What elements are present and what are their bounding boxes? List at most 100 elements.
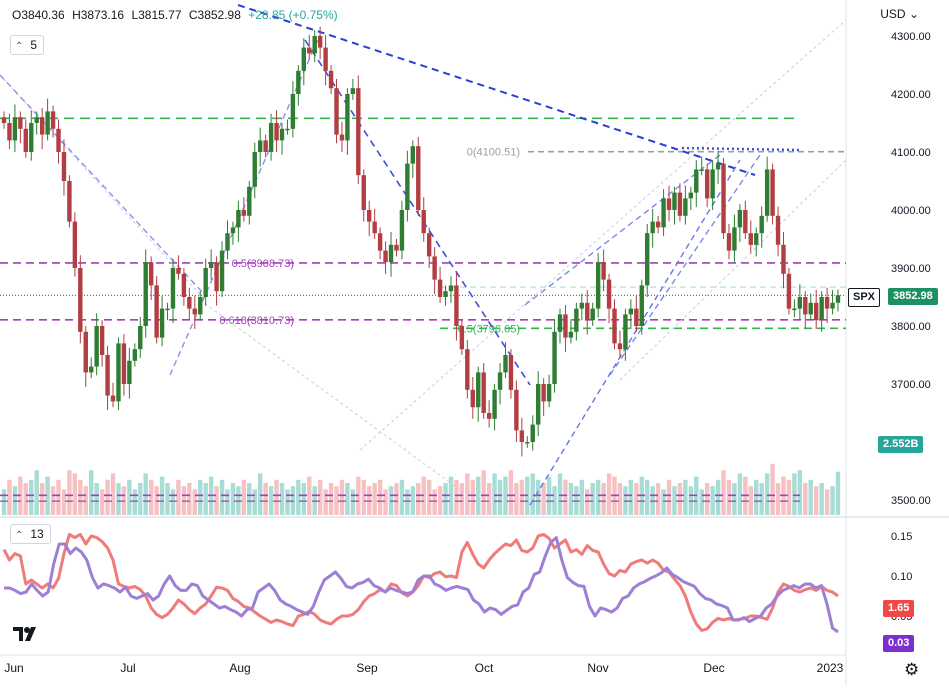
volume-bar [410, 486, 416, 515]
volume-bar [715, 479, 721, 515]
interval-toggle[interactable]: ⌃ 5 [10, 35, 45, 55]
volume-bar [476, 476, 481, 515]
volume-bar [557, 473, 563, 515]
tradingview-logo-icon [13, 627, 36, 641]
indicator-toggle[interactable]: ⌃ 13 [10, 524, 51, 544]
volume-bar [148, 479, 154, 515]
volume-bar [775, 483, 781, 515]
candle-body [835, 295, 841, 303]
candle-body [688, 192, 694, 199]
candle-body [476, 372, 481, 408]
candle-body [748, 233, 753, 245]
volume-bar [34, 470, 39, 515]
volume-bar [514, 483, 519, 515]
candle-body [508, 355, 514, 390]
volume-bar [803, 483, 808, 515]
candle-body [639, 285, 644, 326]
volume-bar [132, 489, 138, 515]
volume-bar [792, 473, 797, 515]
volume-bar [448, 476, 454, 515]
candle-body [12, 117, 18, 141]
volume-bar [268, 486, 274, 515]
candle-body [56, 128, 61, 152]
volume-tag: 2.552B [878, 436, 924, 453]
volume-bar [672, 486, 677, 515]
indicator-series-line [4, 536, 839, 634]
candle-body [579, 302, 585, 309]
volume-bar [328, 483, 334, 515]
candle-body [377, 233, 383, 251]
volume-bar [307, 476, 312, 515]
volume-bar [301, 483, 307, 515]
candle-body [399, 210, 405, 251]
last-price-tag: 3852.98 [888, 288, 938, 305]
volume-bar [94, 483, 99, 515]
price-axis-label: 3700.00 [891, 379, 931, 391]
volume-bar [203, 483, 208, 515]
candle-body [372, 221, 377, 234]
candle-body [590, 308, 595, 321]
candle-body [514, 389, 519, 431]
volume-bar [317, 479, 323, 515]
volume-bar [535, 479, 541, 515]
symbol-tag: SPX [848, 288, 881, 307]
volume-bar [454, 479, 459, 515]
candle-body [710, 169, 715, 199]
candle-body [290, 94, 296, 129]
volume-bar [176, 479, 181, 515]
candle-body [830, 302, 835, 309]
candle-body [181, 273, 187, 297]
volume-bar [808, 479, 813, 515]
candle-body [257, 140, 263, 152]
candle-body [345, 94, 350, 141]
volume-bar [345, 483, 350, 515]
ohlc-legend: O3840.36 H3873.16 L3815.77 C3852.98 +28.… [12, 8, 342, 22]
candle-body [328, 70, 334, 89]
candle-body [437, 279, 443, 297]
candle-body [568, 331, 574, 338]
candle-body [214, 262, 219, 292]
volume-bar [72, 473, 78, 515]
volume-bar [634, 483, 639, 515]
volume-bar [683, 479, 688, 515]
settings-gear-icon[interactable]: ⚙ [904, 660, 920, 679]
indicator-axis-label: 0.15 [891, 531, 912, 543]
candle-body [813, 302, 819, 321]
candle-body [426, 233, 432, 257]
volume-bar [443, 483, 448, 515]
volume-bar [219, 479, 225, 515]
candle-body [72, 221, 78, 268]
volume-bar [655, 483, 661, 515]
volume-bar [617, 483, 623, 515]
time-axis-label: Nov [587, 661, 608, 675]
volume-bar [23, 483, 29, 515]
candle-body [623, 314, 628, 350]
ohlc-high: H3873.16 [72, 8, 125, 22]
fib-level-label: 0(4100.51) [467, 147, 520, 159]
volume-bar [350, 489, 356, 515]
volume-bar [813, 486, 819, 515]
price-axis-label: 4300.00 [891, 31, 931, 43]
candle-body [704, 169, 710, 199]
candle-body [808, 302, 813, 315]
volume-bar [824, 489, 830, 515]
ohlc-change: +28.85 (+0.75%) [248, 8, 338, 22]
volume-bar [797, 470, 803, 515]
volume-bar [530, 473, 535, 515]
candle-body [666, 198, 672, 210]
candle-body [29, 123, 34, 152]
currency-selector[interactable]: USD ⌄ [880, 7, 919, 21]
candle-body [470, 389, 475, 408]
volume-bar [759, 483, 764, 515]
candle-body [159, 308, 165, 338]
candle-body [45, 111, 50, 135]
volume-bar [214, 486, 219, 515]
candle-body [443, 291, 448, 297]
candle-body [165, 308, 170, 311]
time-axis-label: Jul [120, 661, 135, 675]
indicator-axis-label: 0.10 [891, 571, 912, 583]
volume-bar [372, 483, 377, 515]
volume-bar [198, 479, 203, 515]
ohlc-close: C3852.98 [188, 8, 241, 22]
